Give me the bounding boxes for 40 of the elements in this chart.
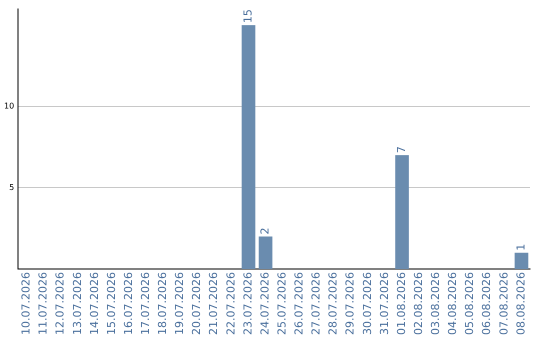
x-tick-label: 31.07.2026 (378, 272, 391, 336)
x-tick-label: 13.07.2026 (70, 272, 84, 336)
x-tick-label: 26.07.2026 (292, 272, 306, 336)
x-tick-label: 24.07.2026 (258, 272, 272, 336)
x-tick-label: 29.07.2026 (344, 272, 357, 336)
x-tick-label: 20.07.2026 (190, 272, 204, 336)
x-tick-label: 06.08.2026 (480, 272, 494, 336)
x-tick-label: 01.08.2026 (394, 272, 408, 336)
y-tick-label: 5 (9, 182, 14, 192)
x-tick-label: 11.07.2026 (36, 272, 50, 336)
x-tick-label: 15.07.2026 (104, 272, 118, 336)
x-tick-label: 28.07.2026 (326, 272, 340, 336)
x-tick-label: 17.07.2026 (138, 272, 152, 336)
bar (514, 252, 528, 270)
bar (395, 155, 409, 270)
x-tick-label: 02.08.2026 (412, 272, 425, 336)
x-tick-label: 08.08.2026 (514, 272, 528, 336)
x-tick-label: 30.07.2026 (360, 272, 374, 336)
x-tick-label: 04.08.2026 (446, 272, 460, 336)
x-tick-label: 19.07.2026 (173, 272, 186, 336)
x-tick-label: 27.07.2026 (310, 272, 323, 336)
x-tick-label: 03.08.2026 (429, 272, 442, 336)
data-label: 7 (394, 146, 408, 154)
x-tick-label: 05.08.2026 (463, 272, 476, 336)
x-tick-label: 16.07.2026 (122, 272, 135, 336)
x-tick-label: 23.07.2026 (241, 272, 254, 336)
data-label: 2 (258, 227, 272, 234)
x-tick-label: 18.07.2026 (156, 272, 170, 336)
x-tick-label: 21.07.2026 (207, 272, 220, 336)
x-tick-label: 22.07.2026 (224, 272, 238, 336)
y-tick-label: 10 (4, 101, 14, 110)
x-tick-label: 07.08.2026 (497, 272, 510, 336)
x-tick-label: 25.07.2026 (275, 272, 288, 336)
x-tick-label: 12.07.2026 (54, 272, 67, 336)
data-label: 1 (514, 244, 528, 251)
data-label: 15 (241, 9, 254, 24)
bar (242, 25, 256, 270)
x-tick-label: 14.07.2026 (88, 272, 101, 336)
bar (258, 236, 272, 270)
x-tick-label: 10.07.2026 (20, 272, 33, 336)
